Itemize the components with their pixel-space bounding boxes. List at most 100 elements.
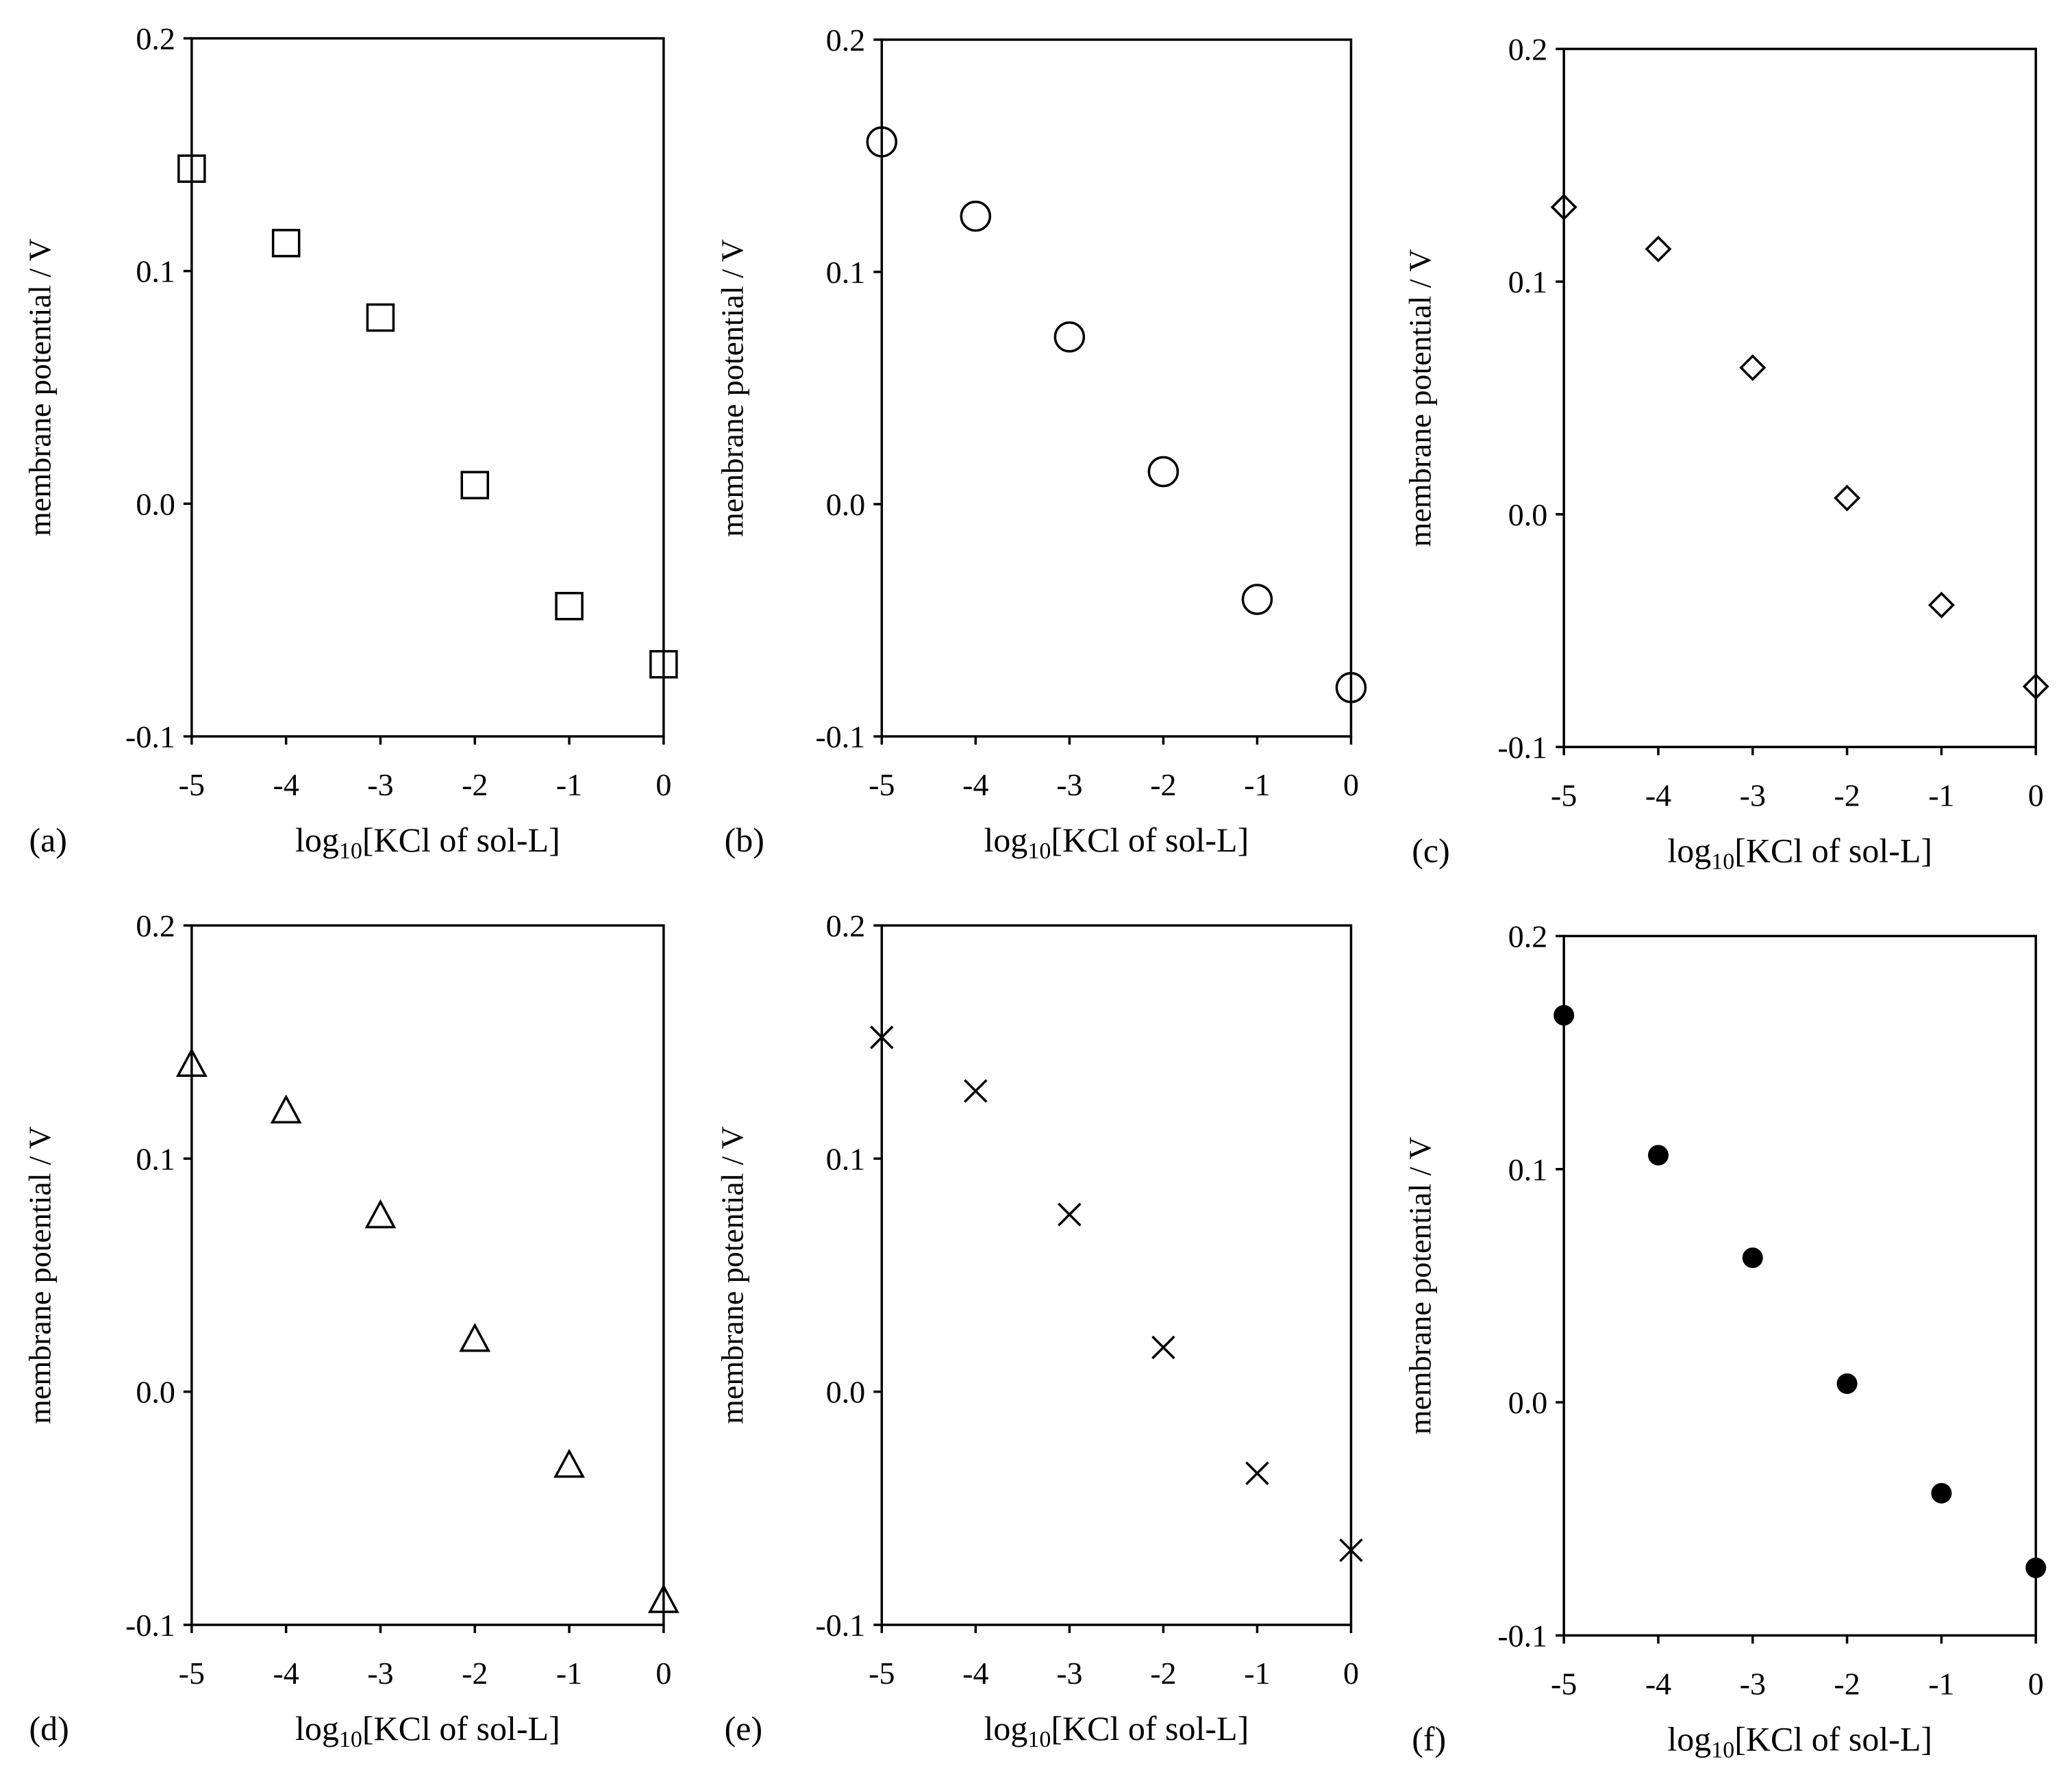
data-point-filled-circle bbox=[1553, 1005, 1575, 1026]
x-tick-label: -4 bbox=[1645, 777, 1671, 812]
x-axis-title-sub: 10 bbox=[1711, 1737, 1734, 1763]
y-axis-title: membrane potential / V bbox=[22, 238, 57, 536]
y-tick-label: 0.1 bbox=[826, 255, 866, 290]
x-axis-title-main: log bbox=[984, 821, 1028, 859]
y-tick-label: 0.2 bbox=[136, 908, 175, 943]
y-tick-label: -0.1 bbox=[125, 1608, 175, 1643]
x-tick-label: 0 bbox=[656, 767, 671, 802]
y-tick-label: -0.1 bbox=[815, 719, 865, 754]
x-tick-label: -1 bbox=[556, 1656, 582, 1691]
x-tick-label: -5 bbox=[179, 1656, 205, 1691]
x-axis-title-sub: 10 bbox=[339, 1727, 362, 1752]
x-tick-label: -3 bbox=[1740, 1666, 1766, 1701]
x-tick-label: 0 bbox=[2028, 1666, 2044, 1701]
y-tick-label: 0.2 bbox=[826, 23, 866, 58]
x-tick-label: -3 bbox=[367, 1656, 393, 1691]
x-tick-label: -2 bbox=[1834, 1666, 1860, 1701]
panel-label: (a) bbox=[29, 821, 67, 859]
data-point-triangle bbox=[270, 1094, 302, 1124]
panel-label: (b) bbox=[725, 821, 764, 859]
x-tick-label: -2 bbox=[1150, 1656, 1176, 1691]
y-tick-label: 0.0 bbox=[136, 486, 175, 521]
y-tick-label: 0.1 bbox=[1508, 1152, 1548, 1187]
data-point-cross bbox=[1339, 1538, 1363, 1563]
x-tick-label: -1 bbox=[1928, 1666, 1954, 1701]
x-tick-label: -2 bbox=[462, 1656, 488, 1691]
y-axis-title: membrane potential / V bbox=[22, 1126, 57, 1424]
data-point-cross bbox=[1245, 1461, 1269, 1485]
data-point-cross bbox=[1151, 1335, 1175, 1360]
y-axis-title: membrane potential / V bbox=[1402, 1137, 1437, 1435]
data-point-filled-circle bbox=[2025, 1557, 2047, 1578]
x-axis-title-rest: [KCl of sol-L] bbox=[362, 821, 560, 859]
data-point-filled-circle bbox=[1836, 1373, 1858, 1394]
data-point-cross bbox=[1058, 1202, 1082, 1227]
plot-frame bbox=[1562, 47, 2037, 749]
data-point-diamond bbox=[2022, 673, 2049, 700]
plot-frame bbox=[1562, 934, 2037, 1637]
x-tick-label: -2 bbox=[462, 767, 488, 802]
x-tick-label: -5 bbox=[1551, 777, 1577, 812]
y-tick-label: 0.2 bbox=[826, 908, 866, 943]
x-tick-label: 0 bbox=[656, 1656, 671, 1691]
y-tick-label: 0.2 bbox=[136, 21, 175, 56]
x-tick-label: -4 bbox=[962, 767, 988, 802]
x-tick-label: -4 bbox=[962, 1656, 988, 1691]
y-tick-label: 0.0 bbox=[136, 1375, 175, 1410]
x-axis-title-main: log bbox=[984, 1709, 1028, 1747]
y-tick-label: 0.1 bbox=[136, 254, 175, 289]
data-point-cross bbox=[964, 1079, 988, 1103]
x-axis-title-main: log bbox=[1667, 1719, 1711, 1758]
panel-label: (c) bbox=[1412, 831, 1450, 869]
data-point-diamond bbox=[1645, 236, 1672, 263]
x-axis-title-main: log bbox=[1667, 831, 1711, 869]
data-point-filled-circle bbox=[1647, 1145, 1669, 1166]
data-point-square bbox=[555, 592, 584, 621]
data-point-square bbox=[649, 649, 678, 679]
x-tick-label: -3 bbox=[1740, 777, 1766, 812]
x-tick-label: 0 bbox=[1343, 1656, 1359, 1691]
y-axis-title: membrane potential / V bbox=[715, 239, 750, 537]
y-tick-label: -0.1 bbox=[1497, 1618, 1547, 1653]
data-point-circle bbox=[1241, 584, 1273, 615]
data-point-triangle bbox=[553, 1448, 585, 1478]
x-tick-label: -1 bbox=[556, 767, 582, 802]
x-tick-label: -4 bbox=[273, 767, 299, 802]
data-point-triangle bbox=[647, 1584, 679, 1613]
data-point-cross bbox=[870, 1025, 894, 1049]
plot-frame bbox=[880, 924, 1353, 1626]
plot-frame bbox=[190, 37, 665, 738]
x-tick-label: -4 bbox=[273, 1656, 299, 1691]
chart-panel-f: -0.1 0.0 0.1 0.2 -5 -4 -3 -2 -1 0 membrane potenti… bbox=[1402, 919, 2047, 1763]
data-point-square bbox=[460, 471, 490, 499]
data-point-circle bbox=[1053, 321, 1086, 353]
y-tick-label: -0.1 bbox=[1497, 730, 1547, 764]
x-axis-title-rest: [KCl of sol-L] bbox=[362, 1709, 560, 1747]
data-point-square bbox=[366, 303, 395, 332]
x-tick-label: -1 bbox=[1928, 777, 1954, 812]
y-axis-title: membrane potential / V bbox=[1402, 249, 1437, 547]
data-point-circle bbox=[1147, 456, 1179, 488]
data-point-square bbox=[177, 154, 206, 183]
y-tick-label: -0.1 bbox=[815, 1608, 865, 1643]
x-axis-title-sub: 10 bbox=[339, 838, 362, 864]
x-axis-title-rest: [KCl of sol-L] bbox=[1734, 831, 1932, 869]
x-tick-label: -5 bbox=[179, 767, 205, 802]
data-point-filled-circle bbox=[1742, 1247, 1763, 1269]
x-tick-label: -3 bbox=[1056, 1656, 1082, 1691]
x-axis-title-rest: [KCl of sol-L] bbox=[1734, 1719, 1932, 1758]
x-axis-title: log10[KCl of sol-L] bbox=[295, 821, 560, 864]
y-tick-label: 0.0 bbox=[1508, 1385, 1548, 1420]
chart-panel-a: -0.1 0.0 0.1 0.2 -5 -4 -3 -2 -1 0 membrane potenti… bbox=[22, 21, 678, 864]
x-tick-label: -1 bbox=[1244, 1656, 1270, 1691]
y-tick-label: 0.0 bbox=[1508, 497, 1548, 532]
x-axis-title: log10[KCl of sol-L] bbox=[295, 1709, 560, 1752]
x-tick-label: -4 bbox=[1645, 1666, 1671, 1701]
x-axis-title-sub: 10 bbox=[1027, 838, 1051, 864]
x-axis-title: log10[KCl of sol-L] bbox=[1667, 1719, 1932, 1763]
data-point-triangle bbox=[459, 1323, 491, 1352]
data-point-diamond bbox=[1550, 193, 1577, 221]
data-point-circle bbox=[960, 200, 992, 232]
data-point-filled-circle bbox=[1931, 1482, 1952, 1504]
